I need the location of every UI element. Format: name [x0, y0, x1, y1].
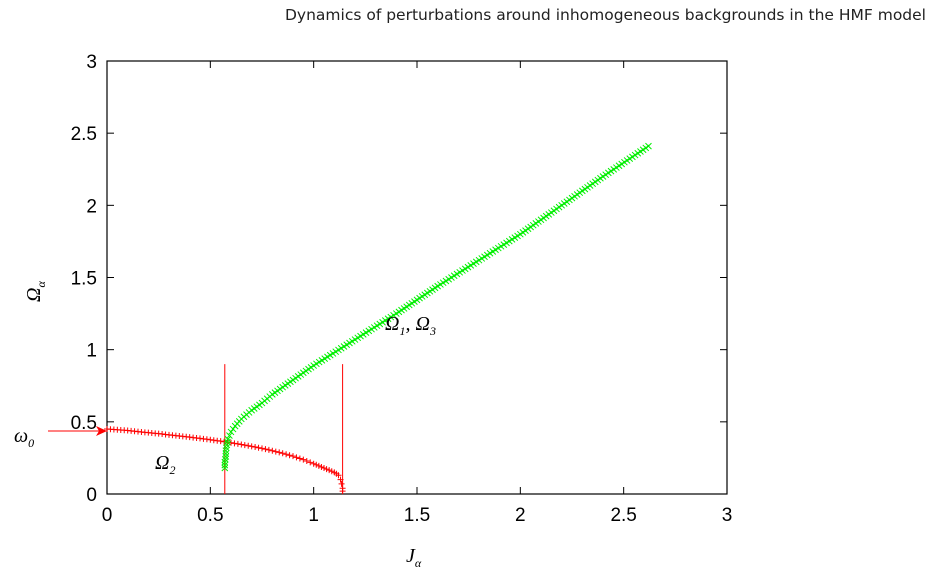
x-tick-label: 1.5: [404, 505, 430, 526]
data-point: [231, 440, 238, 447]
data-point: [224, 435, 232, 443]
y-axis-label: Ωα: [23, 281, 48, 302]
x-tick-label: 3: [722, 505, 733, 526]
data-point: [238, 441, 245, 448]
y-tick-label: 0: [86, 485, 97, 506]
x-tick-label: 0: [102, 505, 113, 526]
series-2: [221, 142, 652, 472]
data-point: [279, 450, 286, 457]
data-point: [217, 438, 224, 445]
data-point: [313, 461, 320, 468]
data-point: [283, 451, 290, 458]
annotation-omega1-omega3: Ω1, Ω3: [385, 313, 436, 338]
data-point: [245, 442, 252, 449]
data-point: [222, 453, 230, 460]
data-point: [337, 476, 344, 483]
data-point: [645, 142, 652, 150]
data-point: [300, 456, 307, 463]
data-point: [286, 452, 293, 459]
data-point: [229, 425, 237, 433]
data-point: [259, 445, 265, 452]
data-point: [255, 444, 262, 451]
page-header: Dynamics of perturbations around inhomog…: [284, 6, 926, 24]
y-tick-label: 2: [86, 196, 97, 217]
data-point: [318, 463, 325, 470]
data-point: [265, 446, 272, 453]
y-tick-label: 0.5: [71, 413, 97, 434]
data-point: [326, 467, 333, 474]
data-point: [262, 446, 269, 453]
data-point: [303, 457, 310, 464]
data-point: [290, 453, 296, 460]
data-point: [241, 442, 248, 449]
data-point: [222, 450, 230, 457]
data-point: [227, 428, 235, 436]
data-point: [269, 447, 276, 454]
data-point: [248, 443, 255, 450]
annotation-omega2: Ω2: [155, 452, 175, 477]
data-point: [272, 448, 279, 455]
y-tick-label: 1: [86, 341, 97, 362]
y-tick-label: 3: [86, 52, 97, 73]
data-point: [315, 462, 322, 469]
data-point: [307, 459, 314, 466]
annotation-omega0: ω0: [14, 425, 34, 450]
data-point: [293, 454, 300, 461]
data-point: [321, 465, 327, 472]
data-point: [234, 440, 241, 447]
data-point: [221, 461, 229, 469]
x-axis-label: Jα: [406, 545, 422, 570]
data-point: [226, 432, 233, 439]
data-point: [310, 460, 317, 467]
omega0-arrow-head: [96, 426, 107, 436]
x-tick-label: 2.5: [610, 505, 636, 526]
data-point: [339, 488, 346, 495]
data-point: [252, 444, 259, 451]
data-point: [221, 464, 229, 472]
y-tick-label: 2.5: [71, 124, 97, 145]
data-point: [338, 480, 345, 487]
plot-frame: [106, 60, 728, 495]
data-point: [276, 449, 283, 456]
x-tick-label: 1: [308, 505, 319, 526]
x-tick-label: 2: [515, 505, 526, 526]
x-tick-label: 0.5: [197, 505, 223, 526]
data-point: [335, 472, 342, 479]
data-point: [296, 455, 303, 462]
y-tick-label: 1.5: [71, 269, 97, 290]
data-point: [323, 466, 330, 473]
data-point: [328, 468, 335, 475]
